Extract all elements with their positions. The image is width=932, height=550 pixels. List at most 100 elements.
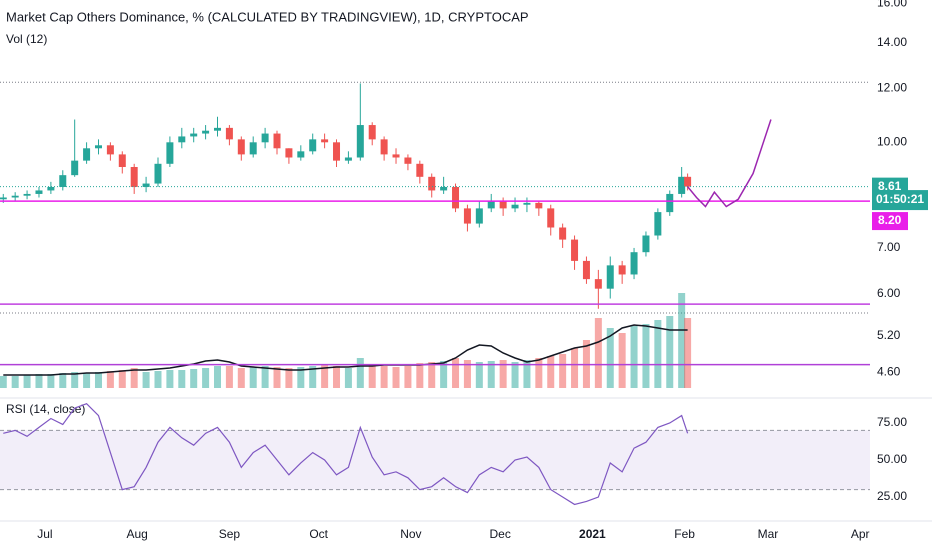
volume-bar [344,368,352,388]
level-badge [872,212,908,231]
volume-bar [547,356,555,388]
candle-body [23,193,31,196]
candle-body [618,265,626,275]
volume-bar [571,348,579,388]
candle-body [35,190,43,194]
candle-body [321,139,329,143]
projection-line [687,119,772,208]
candle-body [178,136,186,143]
candle-body [83,148,91,161]
candle-body [344,157,352,161]
candle-body [380,139,388,155]
volume-bar [511,362,519,388]
candle-body [166,142,174,164]
candle-body [440,186,448,191]
y-tick-label: 14.00 [877,35,907,49]
candle-body [452,186,460,209]
volume-bar [392,367,400,388]
countdown-badge [872,190,928,211]
y-tick-label: 10.00 [877,134,907,148]
candle-body [297,151,305,158]
volume-bar [309,366,317,388]
volume-bar [261,366,269,388]
volume-bar [440,361,448,388]
candle-body [475,208,483,224]
candle-body [309,139,317,152]
candle-body [333,142,341,161]
candle-body [487,201,495,209]
volume-bar [684,318,692,388]
volume-bar [404,366,412,388]
candle-body [190,133,198,137]
volume-bar [23,375,31,388]
rsi-tick-label: 75.00 [877,415,907,429]
volume-bar [178,370,186,388]
volume-bar [523,360,531,388]
x-tick-label: Jul [37,527,52,541]
volume-bar [654,320,662,388]
x-tick-label: Aug [126,527,147,541]
candle-body [214,127,221,131]
volume-ma [3,324,688,376]
y-tick-label: 6.00 [877,286,901,300]
candle-body [11,195,19,198]
chart-title: Market Cap Others Dominance, % (CALCULAT… [6,9,529,24]
volume-bar [285,368,293,388]
candle-body [666,193,674,213]
candle-body [59,175,67,187]
x-tick-label: Mar [758,527,779,541]
volume-bar [333,366,341,388]
x-tick-label: Nov [400,527,421,541]
candle-body [684,176,692,187]
volume-bar [142,372,150,388]
volume-bar [35,374,43,388]
candle-body [642,235,650,253]
volume-bar [368,364,376,388]
volume-bar [154,371,162,388]
candle-body [630,252,638,275]
volume-bar [678,293,686,388]
candle-body [261,133,269,143]
candle-body [392,154,400,158]
volume-bar [297,367,305,388]
volume-bar [416,363,424,388]
volume-bar [630,326,638,388]
candle-body [94,145,102,149]
volume-bar [606,328,614,388]
volume-bar [594,318,602,388]
candle-body [47,186,55,191]
volume-bar [202,368,210,388]
candle-body [118,154,126,168]
candle-body [368,125,376,140]
volume-bar [463,360,471,388]
candle-body [71,160,79,176]
volume-label: Vol (12) [6,32,47,46]
candle-body [285,148,293,158]
rsi-tick-label: 25.00 [877,489,907,503]
volume-bar [190,369,198,388]
volume-bar [83,373,91,388]
x-tick-label: Feb [674,527,695,541]
volume-bar [380,366,388,388]
volume-bar [487,361,495,388]
volume-bar [273,367,281,388]
last-price-label: 8.61 [878,179,902,193]
candle-body [404,157,412,164]
volume-bar [94,372,102,388]
volume-bar [428,362,436,388]
candle-body [202,130,210,134]
volume-bar [499,360,507,388]
volume-bar [106,371,114,388]
candle-body [249,142,257,155]
candle-body [511,204,519,209]
candle-body [130,167,138,187]
volume-bar [535,358,543,388]
rsi-label: RSI (14, close) [6,402,85,416]
volume-bar [642,324,650,388]
candle-body [535,202,543,209]
y-tick-label: 4.60 [877,364,901,378]
countdown-label: 01:50:21 [876,192,924,206]
candle-body [154,163,162,184]
candle-body [225,127,233,140]
